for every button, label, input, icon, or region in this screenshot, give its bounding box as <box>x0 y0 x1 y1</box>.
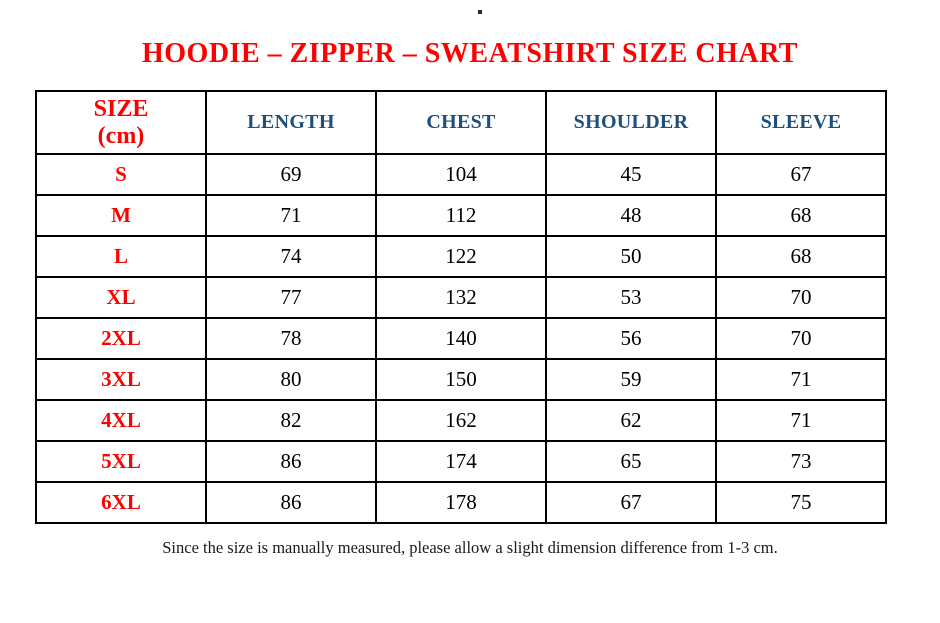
measurement-disclaimer: Since the size is manually measured, ple… <box>162 538 778 557</box>
table-cell-shoulder: 48 <box>545 194 717 237</box>
table-row-l: L 74 122 50 68 <box>35 235 887 278</box>
table-cell-chest: 150 <box>375 358 547 401</box>
table-cell-length: 80 <box>205 358 377 401</box>
table-row-s: S 69 104 45 67 <box>35 153 887 196</box>
stray-dot-mark <box>478 10 482 14</box>
table-cell-sleeve: 71 <box>715 358 887 401</box>
size-label: 6XL <box>35 481 207 524</box>
size-chart-table: SIZE (cm) LENGTH CHEST SHOULDER SLEEVE S… <box>35 90 887 524</box>
column-header-sleeve: SLEEVE <box>715 90 887 155</box>
table-cell-chest: 178 <box>375 481 547 524</box>
table-cell-shoulder: 45 <box>545 153 717 196</box>
table-cell-length: 82 <box>205 399 377 442</box>
size-label: 3XL <box>35 358 207 401</box>
table-cell-sleeve: 70 <box>715 317 887 360</box>
table-cell-sleeve: 67 <box>715 153 887 196</box>
table-cell-shoulder: 50 <box>545 235 717 278</box>
table-cell-chest: 162 <box>375 399 547 442</box>
table-row-xl: XL 77 132 53 70 <box>35 276 887 319</box>
table-row-m: M 71 112 48 68 <box>35 194 887 237</box>
column-header-size-line2: (cm) <box>97 122 145 149</box>
table-cell-shoulder: 59 <box>545 358 717 401</box>
column-header-shoulder: SHOULDER <box>545 90 717 155</box>
table-cell-shoulder: 67 <box>545 481 717 524</box>
table-cell-length: 77 <box>205 276 377 319</box>
column-header-size-line1: SIZE <box>93 96 149 123</box>
table-cell-shoulder: 56 <box>545 317 717 360</box>
table-cell-chest: 122 <box>375 235 547 278</box>
table-cell-chest: 132 <box>375 276 547 319</box>
table-cell-shoulder: 65 <box>545 440 717 483</box>
table-cell-chest: 104 <box>375 153 547 196</box>
table-cell-chest: 140 <box>375 317 547 360</box>
table-cell-chest: 174 <box>375 440 547 483</box>
table-cell-shoulder: 62 <box>545 399 717 442</box>
table-cell-chest: 112 <box>375 194 547 237</box>
column-header-length: LENGTH <box>205 90 377 155</box>
table-cell-sleeve: 75 <box>715 481 887 524</box>
table-cell-length: 78 <box>205 317 377 360</box>
size-label: 5XL <box>35 440 207 483</box>
table-header-row: SIZE (cm) LENGTH CHEST SHOULDER SLEEVE <box>35 90 887 155</box>
table-cell-length: 69 <box>205 153 377 196</box>
size-label: 4XL <box>35 399 207 442</box>
table-cell-length: 74 <box>205 235 377 278</box>
table-row-3xl: 3XL 80 150 59 71 <box>35 358 887 401</box>
table-cell-sleeve: 70 <box>715 276 887 319</box>
table-row-4xl: 4XL 82 162 62 71 <box>35 399 887 442</box>
table-cell-sleeve: 68 <box>715 194 887 237</box>
table-row-5xl: 5XL 86 174 65 73 <box>35 440 887 483</box>
size-label: L <box>35 235 207 278</box>
table-row-6xl: 6XL 86 178 67 75 <box>35 481 887 524</box>
column-header-chest: CHEST <box>375 90 547 155</box>
size-label: M <box>35 194 207 237</box>
page-title: HOODIE – ZIPPER – SWEATSHIRT SIZE CHART <box>142 38 798 69</box>
table-cell-sleeve: 68 <box>715 235 887 278</box>
table-cell-sleeve: 71 <box>715 399 887 442</box>
table-cell-sleeve: 73 <box>715 440 887 483</box>
table-row-2xl: 2XL 78 140 56 70 <box>35 317 887 360</box>
size-label: 2XL <box>35 317 207 360</box>
size-label: XL <box>35 276 207 319</box>
column-header-size: SIZE (cm) <box>35 90 207 155</box>
table-cell-length: 71 <box>205 194 377 237</box>
table-cell-shoulder: 53 <box>545 276 717 319</box>
size-label: S <box>35 153 207 196</box>
table-cell-length: 86 <box>205 481 377 524</box>
table-cell-length: 86 <box>205 440 377 483</box>
